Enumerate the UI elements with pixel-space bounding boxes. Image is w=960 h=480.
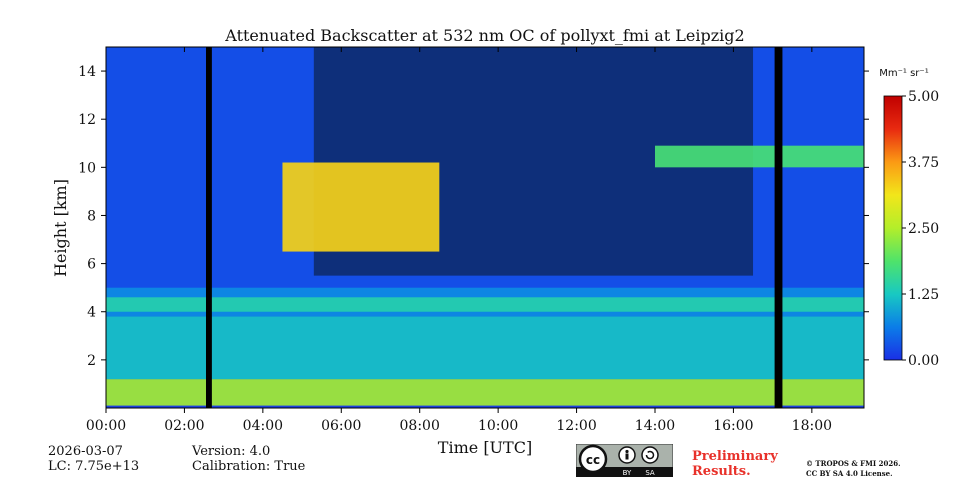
x-tick-label: 18:00 <box>792 418 832 434</box>
y-axis: 2 4 6 8 10 12 14 <box>78 64 869 369</box>
version-text: Version: 4.0 <box>192 444 271 459</box>
sa-icon <box>641 446 659 464</box>
feature-3-cirrus-cloud <box>282 162 440 252</box>
copyright-text-1: © TROPOS & FMI 2026. <box>806 459 901 468</box>
lc-text: LC: 7.75e+13 <box>48 459 140 474</box>
copyright-text-2: CC BY SA 4.0 License. <box>806 469 893 478</box>
calibration-text: Calibration: True <box>192 459 306 474</box>
x-tick-label: 12:00 <box>556 418 596 434</box>
x-tick-label: 04:00 <box>243 418 283 434</box>
feature-2-elevated-aerosol-layer <box>106 297 864 312</box>
x-tick-label: 02:00 <box>164 418 204 434</box>
feature-0-surface-aerosol-layer <box>106 379 864 406</box>
missing-data-gap-1 <box>774 47 783 408</box>
y-tick-label: 6 <box>87 257 96 273</box>
date-info: 2026-03-07 LC: 7.75e+13 <box>48 444 139 474</box>
preliminary-note: Preliminary Results. <box>692 449 778 479</box>
x-tick-label: 14:00 <box>635 418 675 434</box>
preliminary-text-1: Preliminary <box>692 449 778 464</box>
chart-title: Attenuated Backscatter at 532 nm OC of p… <box>224 26 744 45</box>
x-axis-label: Time [UTC] <box>438 438 532 457</box>
heatmap-layer <box>106 47 864 408</box>
x-tick-label: 10:00 <box>478 418 518 434</box>
by-label: BY <box>623 469 632 477</box>
preliminary-text-2: Results. <box>692 464 751 479</box>
x-tick-label: 08:00 <box>400 418 440 434</box>
y-tick-label: 8 <box>87 208 96 224</box>
y-tick-label: 12 <box>78 112 96 128</box>
missing-data-gap-0 <box>205 47 212 408</box>
x-tick-label: 06:00 <box>321 418 361 434</box>
cc-license-badge: cc BY SA <box>576 444 673 477</box>
colorbar-tick-label: 3.75 <box>908 155 939 171</box>
colorbar-tick-label: 2.50 <box>908 221 939 237</box>
sa-label: SA <box>645 469 655 477</box>
x-axis: 00:00 02:00 04:00 06:00 08:00 10:00 12:00 14:00… <box>86 47 832 434</box>
colorbar-unit-label: Mm⁻¹ sr⁻¹ <box>879 68 928 79</box>
cc-icon <box>578 444 608 474</box>
y-tick-label: 2 <box>87 353 96 369</box>
colorbar-ticks: 0.00 1.25 2.50 3.75 5.00 <box>902 89 939 369</box>
date-text: 2026-03-07 <box>48 444 123 459</box>
plot-frame <box>105 46 865 409</box>
y-axis-label: Height [km] <box>51 179 70 277</box>
y-tick-label: 10 <box>78 160 96 176</box>
colorbar-tick-label: 0.00 <box>908 353 939 369</box>
feature-4-cirrus-cloud <box>654 145 864 168</box>
y-tick-label: 14 <box>78 64 96 80</box>
version-info: Version: 4.0 Calibration: True <box>192 444 305 474</box>
colorbar <box>883 95 903 361</box>
x-tick-label: 16:00 <box>713 418 753 434</box>
x-tick-label: 00:00 <box>86 418 126 434</box>
feature-1-boundary-layer <box>106 316 864 380</box>
y-tick-label: 4 <box>87 305 96 321</box>
colorbar-tick-label: 1.25 <box>908 287 939 303</box>
colorbar-tick-label: 5.00 <box>908 89 939 105</box>
copyright-note: © TROPOS & FMI 2026. CC BY SA 4.0 Licens… <box>806 459 901 479</box>
cc-label: cc <box>586 453 600 467</box>
